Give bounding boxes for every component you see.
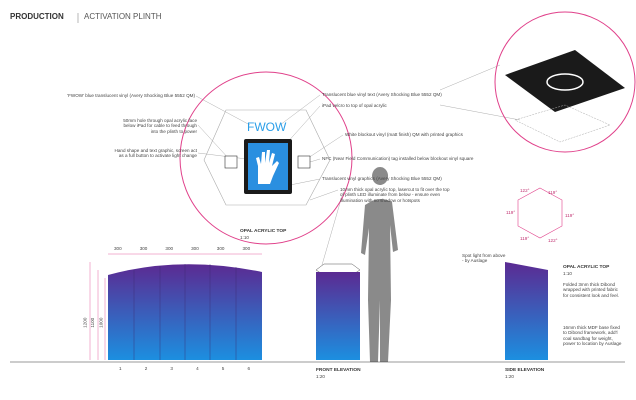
angle-label: 119° [506, 210, 516, 215]
callout: 10mm thick opal acrylic top, lasercut to… [340, 187, 450, 203]
top-plate [505, 50, 625, 112]
side-scale: 1:20 [505, 374, 514, 379]
nfc-square [297, 155, 311, 169]
detail-circle [179, 71, 353, 245]
panel-label: 2 [144, 366, 148, 371]
callout: Hand shape and text graphic, screen act … [114, 148, 197, 159]
panel-label: 5 [221, 366, 225, 371]
plan-scale: 1:10 [240, 235, 249, 240]
plinth-front [316, 272, 360, 360]
panel-label: 4 [196, 366, 199, 371]
angle-label: 119° [520, 236, 530, 241]
panel-label: 6 [247, 366, 251, 371]
width-label: 300 [242, 246, 251, 251]
side-note: Folded 3mm thick Dibond wrapped with pri… [563, 282, 619, 298]
width-label: 300 [114, 246, 122, 251]
logo [546, 73, 584, 91]
callout: Translucent vinyl graphics (Avery Shocki… [322, 176, 442, 181]
panel-label: 1 [119, 366, 122, 371]
side-top-title: OPAL ACRYLIC TOP [563, 265, 610, 270]
hand [256, 150, 279, 184]
side-note: Spot light from above - by Auslage [462, 253, 506, 264]
callout: White blockout vinyl (matt finish) QM wi… [345, 132, 463, 137]
person [361, 167, 398, 362]
title: PRODUCTION [10, 12, 64, 21]
callout: 'FWOW' blue translucent vinyl (Avery Sho… [67, 93, 195, 98]
panel-lines [133, 264, 237, 360]
front-scale: 1:20 [316, 374, 325, 379]
plan-title: OPAL ACRYLIC TOP [240, 229, 287, 234]
plinth-outline [514, 104, 611, 143]
nfc-square [224, 155, 238, 169]
front-title: FRONT ELEVATION [316, 368, 361, 373]
height-label: 1200 [82, 317, 88, 328]
screen-text: FWOW [247, 120, 287, 134]
callout: Translucent blue vinyl text (Avery Shock… [322, 92, 442, 97]
detail-circle [494, 11, 636, 153]
callout: NFC (Near Field Communication) tag insta… [322, 156, 474, 161]
angle-label: 122° [520, 188, 530, 193]
angle-label: 119° [565, 213, 575, 218]
height-label: 1000 [98, 317, 104, 328]
panel-label: 3 [170, 366, 173, 371]
subtitle: ACTIVATION PLINTH [84, 12, 162, 21]
width-label: 300 [191, 246, 199, 251]
side-note: 16mm thick MDF base fixed to Dibond fram… [563, 325, 622, 347]
hexagon-plan [517, 187, 563, 239]
width-label: 300 [139, 246, 148, 251]
hexagon-top [203, 109, 331, 206]
width-label: 300 [165, 246, 174, 251]
angle-label: 119° [548, 190, 558, 195]
side-title: SIDE ELEVATION [505, 368, 545, 373]
height-label: 1100 [90, 317, 96, 328]
dimension-lines [89, 253, 262, 360]
width-label: 300 [216, 246, 225, 251]
callout: iPad velcro to top of opal acrylic [322, 103, 387, 108]
plinth-side [505, 262, 548, 360]
side-top-scale: 1:10 [563, 271, 572, 276]
angle-label: 122° [548, 238, 558, 243]
callout: 50mm hole through opal acrylic face belo… [123, 118, 197, 134]
